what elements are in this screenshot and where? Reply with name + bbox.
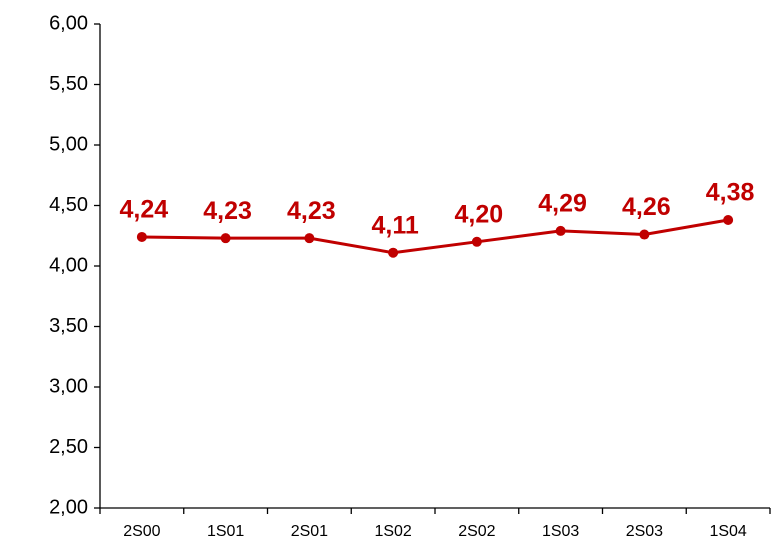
y-tick-label: 2,00: [49, 496, 88, 518]
point: [639, 229, 650, 240]
x-tick-label: 1S04: [709, 523, 746, 540]
data-label: 4,38: [706, 179, 755, 207]
line: [141, 218, 729, 255]
data-label: 4,20: [455, 200, 504, 228]
data-label: 4,23: [287, 197, 336, 225]
data-label: 4,11: [371, 211, 418, 239]
x-tick-label: 2S02: [458, 523, 495, 540]
data-label: 4,23: [203, 197, 252, 225]
y-tick-label: 5,50: [49, 73, 88, 95]
x-tick-label: 2S01: [291, 523, 328, 540]
point: [220, 233, 231, 244]
point: [136, 231, 147, 242]
y-tick-label: 3,00: [49, 375, 88, 397]
data-label: 4,24: [120, 196, 169, 224]
point: [471, 236, 482, 247]
y-tick-label: 2,50: [49, 436, 88, 458]
x-tick-label: 1S01: [207, 523, 244, 540]
x-tick-label: 2S03: [626, 523, 663, 540]
y-tick-label: 4,00: [49, 254, 88, 276]
point: [388, 247, 399, 258]
x-tick-label: 1S03: [542, 523, 579, 540]
point: [555, 225, 566, 236]
y-tick-label: 4,50: [49, 194, 88, 216]
point: [304, 233, 315, 244]
point: [723, 215, 734, 226]
y-tick-label: 5,00: [49, 133, 88, 155]
y-tick-label: 3,50: [49, 315, 88, 337]
data-label: 4,29: [538, 190, 587, 218]
y-tick-label: 6,00: [49, 12, 88, 34]
x-tick-label: 1S02: [374, 523, 411, 540]
x-tick-label: 2S00: [123, 523, 160, 540]
data-label: 4,26: [622, 193, 671, 221]
